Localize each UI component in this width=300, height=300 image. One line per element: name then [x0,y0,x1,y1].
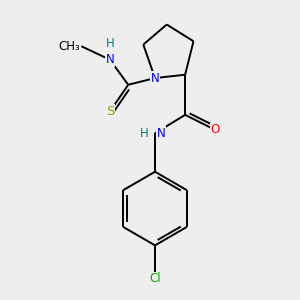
Text: N: N [106,53,114,66]
Text: Cl: Cl [149,272,161,285]
Text: CH₃: CH₃ [58,40,80,53]
Text: H: H [140,127,149,140]
Text: N: N [151,72,159,85]
Text: O: O [211,123,220,136]
Text: H: H [106,37,114,50]
Text: S: S [106,105,114,118]
Text: N: N [157,127,165,140]
